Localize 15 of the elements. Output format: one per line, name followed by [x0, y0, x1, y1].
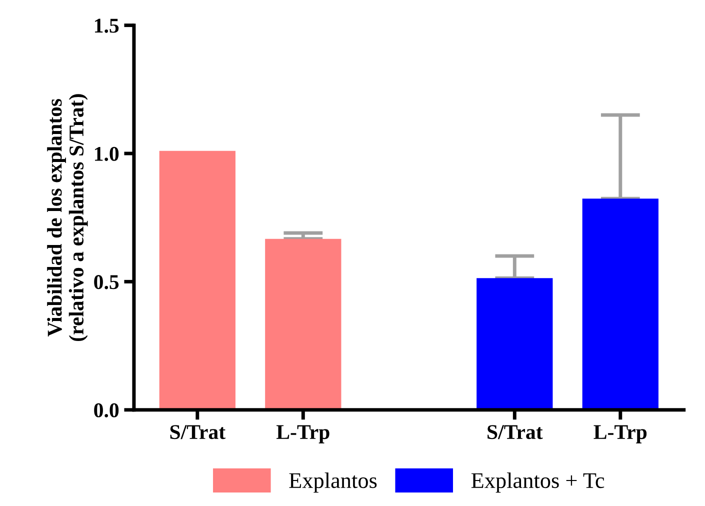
bar	[476, 278, 553, 410]
y-tick-label: 1.0	[94, 146, 119, 162]
y-axis-title: Viabilidad de los explantos (relativo a explantos S/Trat)	[47, 94, 88, 341]
legend-label: Explantos + Tc	[471, 472, 604, 493]
x-tick-label: S/Trat	[170, 425, 226, 440]
bar	[582, 198, 658, 410]
x-tick-label: S/Trat	[488, 425, 543, 440]
x-tick-label: L-Trp	[594, 425, 647, 444]
y-tick-label: 1.5	[94, 18, 119, 33]
y-tick-label: 0.5	[94, 275, 119, 290]
bar	[265, 238, 342, 410]
y-tick-label: 0.0	[94, 403, 119, 418]
x-tick-label: L-Trp	[276, 425, 330, 444]
bar	[159, 150, 236, 410]
legend-label: Explantos	[289, 472, 377, 493]
